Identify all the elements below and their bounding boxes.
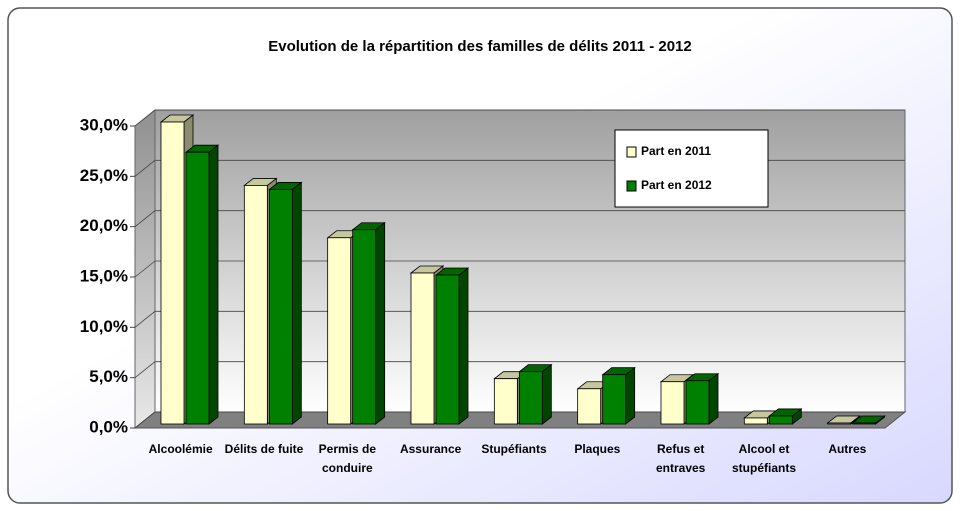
y-tick-label: 20,0% [80, 216, 128, 235]
bar [185, 151, 210, 425]
bar [243, 185, 268, 425]
grid-line [134, 361, 905, 378]
bar [268, 189, 293, 425]
bar [685, 380, 710, 425]
bar [352, 229, 377, 425]
grid-line [134, 109, 905, 127]
bar [493, 378, 518, 425]
bar-side [625, 366, 636, 425]
x-tick-label: Plaques [574, 442, 621, 456]
y-tick-label: 0,0% [89, 417, 128, 436]
bar [160, 121, 185, 425]
bar [827, 422, 852, 425]
x-tick-label: Délits de fuite [224, 442, 304, 456]
bar [327, 237, 352, 425]
grid-line [134, 210, 905, 227]
x-tick-label: Permis de conduire [318, 442, 377, 475]
x-tick-label: Assurance [399, 442, 462, 456]
x-tick-label: Refus et entraves [655, 442, 706, 475]
grid-line [134, 411, 905, 429]
legend-swatch [626, 146, 637, 158]
bar [852, 422, 877, 425]
bar [410, 272, 435, 425]
y-tick-label: 5,0% [89, 367, 128, 386]
grid-line [134, 260, 905, 278]
y-tick-label: 30,0% [80, 115, 128, 134]
y-tick-label: 15,0% [80, 266, 128, 285]
x-tick-label: Autres [828, 442, 867, 456]
bar-side [375, 221, 386, 425]
y-tick-label: 25,0% [80, 166, 128, 185]
x-tick-label: Alcool et stupéfiants [731, 442, 796, 475]
legend-swatch [626, 180, 637, 192]
bar-side [291, 181, 302, 425]
bar [660, 381, 685, 425]
chart-title: Evolution de la répartition des familles… [268, 38, 692, 55]
y-tick-label: 10,0% [80, 317, 128, 336]
bar [435, 274, 460, 425]
bar-side [708, 372, 719, 425]
x-tick-label: Stupéfiants [481, 442, 547, 456]
bar [768, 415, 793, 425]
legend-label: Part en 2012 [641, 178, 712, 192]
bar [518, 371, 543, 425]
bar [602, 374, 627, 425]
legend-box [614, 129, 769, 208]
bar [743, 417, 768, 425]
bar [577, 388, 602, 425]
bar-side [208, 144, 219, 425]
bar-side [541, 363, 552, 425]
grid-line [134, 310, 905, 328]
bar-side [458, 267, 469, 425]
legend-label: Part en 2011 [641, 144, 711, 158]
x-tick-label: Alcoolémie [148, 442, 213, 456]
